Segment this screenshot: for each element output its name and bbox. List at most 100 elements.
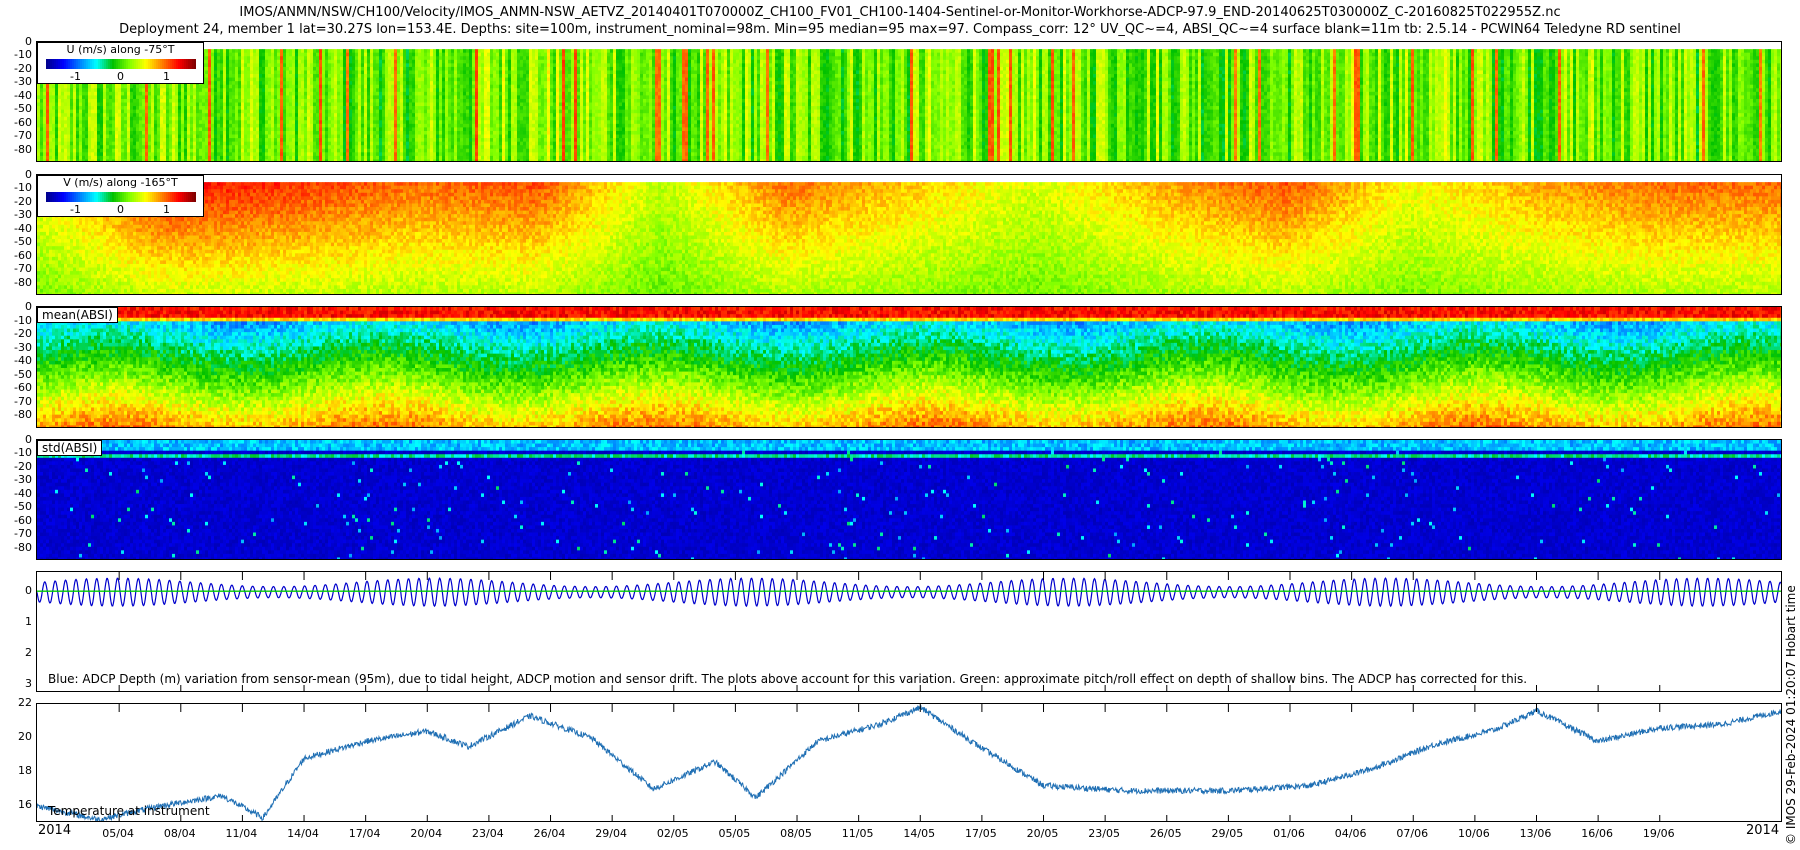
heatmap-cell	[208, 127, 211, 131]
heatmap-cell	[238, 135, 241, 139]
heatmap-cell	[274, 63, 277, 67]
heatmap-cell	[412, 92, 415, 96]
heatmap-cell	[463, 60, 466, 64]
heatmap-cell	[490, 142, 493, 146]
heatmap-cell	[298, 142, 301, 146]
heatmap-cell	[295, 149, 298, 153]
heatmap-cell	[391, 152, 394, 156]
heatmap-cell	[340, 120, 343, 124]
heatmap-cell	[61, 110, 64, 114]
heatmap-cell	[253, 99, 256, 103]
heatmap-cell	[325, 81, 328, 85]
heatmap-cell	[418, 106, 421, 110]
heatmap-cell	[190, 120, 193, 124]
heatmap-cell	[316, 152, 319, 156]
heatmap-cell	[337, 142, 340, 146]
heatmap-cell	[64, 142, 67, 146]
heatmap-cell	[301, 138, 304, 142]
heatmap-cell	[307, 156, 310, 160]
heatmap-cell	[388, 74, 391, 78]
heatmap-cell	[76, 142, 79, 146]
heatmap-cell	[427, 110, 430, 114]
heatmap-cell	[334, 78, 337, 82]
heatmap-cell	[241, 99, 244, 103]
heatmap-cell	[175, 156, 178, 160]
heatmap-cell	[337, 95, 340, 99]
heatmap-cell	[55, 149, 58, 153]
heatmap-cell	[247, 56, 250, 60]
heatmap-cell	[214, 127, 217, 131]
heatmap-cell	[445, 131, 448, 135]
heatmap-cell	[322, 159, 325, 162]
heatmap-cell	[184, 131, 187, 135]
heatmap-cell	[88, 145, 91, 149]
heatmap-cell	[457, 49, 460, 53]
heatmap-cell	[211, 149, 214, 153]
heatmap-cell	[280, 138, 283, 142]
heatmap-cell	[403, 110, 406, 114]
heatmap-cell	[412, 85, 415, 89]
heatmap-cell	[49, 103, 52, 107]
heatmap-cell	[190, 135, 193, 139]
heatmap-cell	[355, 120, 358, 124]
heatmap-cell	[58, 99, 61, 103]
heatmap-cell	[493, 63, 496, 67]
heatmap-cell	[388, 99, 391, 103]
heatmap-cell	[73, 92, 76, 96]
heatmap-cell	[316, 63, 319, 67]
heatmap-cell	[112, 92, 115, 96]
heatmap-cell	[283, 70, 286, 74]
heatmap-cell	[64, 149, 67, 153]
heatmap-cell	[367, 106, 370, 110]
heatmap-cell	[478, 70, 481, 74]
heatmap-cell	[46, 124, 49, 128]
heatmap-cell	[385, 56, 388, 60]
heatmap-cell	[409, 117, 412, 121]
heatmap-cell	[343, 156, 346, 160]
heatmap-cell	[187, 85, 190, 89]
heatmap-cell	[391, 127, 394, 131]
heatmap-cell	[418, 85, 421, 89]
heatmap-cell	[241, 131, 244, 135]
heatmap-cell	[154, 110, 157, 114]
heatmap-cell	[172, 138, 175, 142]
heatmap-cell	[331, 81, 334, 85]
heatmap-cell	[196, 99, 199, 103]
heatmap-cell	[334, 63, 337, 67]
heatmap-cell	[481, 117, 484, 121]
heatmap-cell	[250, 106, 253, 110]
heatmap-cell	[406, 120, 409, 124]
heatmap-cell	[385, 60, 388, 64]
heatmap-cell	[106, 124, 109, 128]
heatmap-cell	[196, 85, 199, 89]
heatmap-cell	[415, 95, 418, 99]
heatmap-cell	[436, 60, 439, 64]
heatmap-cell	[316, 159, 319, 162]
heatmap-cell	[118, 113, 121, 117]
heatmap-cell	[316, 124, 319, 128]
heatmap-cell	[301, 113, 304, 117]
heatmap-cell	[151, 88, 154, 92]
heatmap-cell	[40, 95, 43, 99]
heatmap-cell	[214, 138, 217, 142]
heatmap-cell	[361, 127, 364, 131]
heatmap-cell	[67, 103, 70, 107]
heatmap-cell	[64, 99, 67, 103]
heatmap-cell	[346, 78, 349, 82]
heatmap-cell	[316, 145, 319, 149]
heatmap-cell	[154, 106, 157, 110]
heatmap-cell	[112, 99, 115, 103]
heatmap-cell	[322, 74, 325, 78]
heatmap-cell	[331, 142, 334, 146]
heatmap-cell	[106, 145, 109, 149]
heatmap-cell	[229, 113, 232, 117]
heatmap-cell	[130, 99, 133, 103]
heatmap-cell	[478, 149, 481, 153]
heatmap-cell	[298, 120, 301, 124]
heatmap-cell	[190, 142, 193, 146]
heatmap-cell	[154, 152, 157, 156]
heatmap-cell	[484, 117, 487, 121]
heatmap-cell	[358, 106, 361, 110]
heatmap-cell	[43, 149, 46, 153]
heatmap-cell	[256, 49, 259, 53]
